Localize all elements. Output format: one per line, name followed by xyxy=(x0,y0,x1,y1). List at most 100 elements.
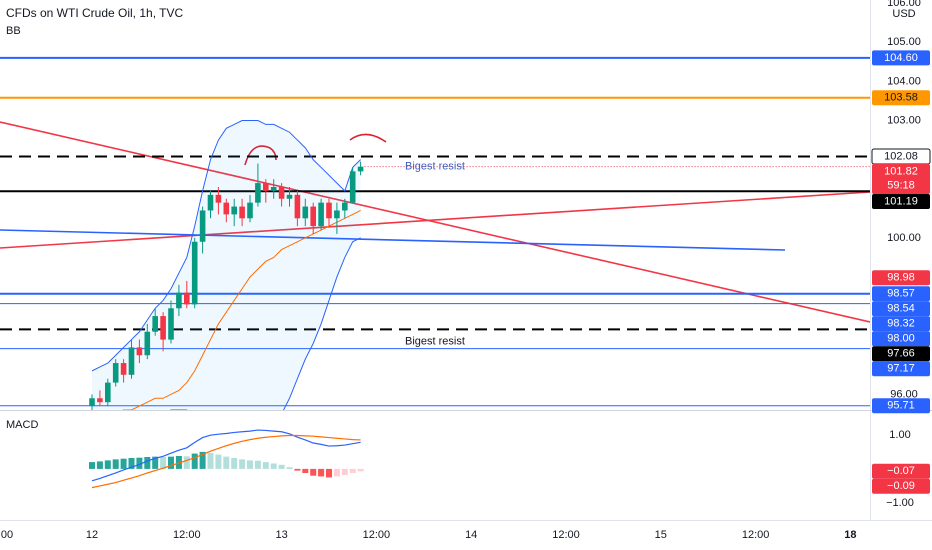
trend-line xyxy=(0,191,870,249)
candle-body xyxy=(128,347,135,375)
x-tick-label: 18 xyxy=(844,529,856,541)
candle-body xyxy=(334,210,340,219)
histogram-bar xyxy=(112,459,119,469)
price-tag xyxy=(872,301,930,317)
histogram-bar xyxy=(231,458,238,469)
x-tick-label: 12:00 xyxy=(363,529,391,541)
bb-middle xyxy=(122,210,361,410)
histogram-bar xyxy=(318,468,325,477)
candle-body xyxy=(199,210,206,242)
histogram-bar xyxy=(175,455,182,469)
candle-body xyxy=(152,316,158,332)
candle-body xyxy=(144,331,151,356)
histogram-bar xyxy=(341,468,348,476)
candle-body xyxy=(191,241,198,305)
candle-body xyxy=(357,166,364,172)
histogram-bar xyxy=(207,452,214,469)
annotation: Bigest resist xyxy=(405,335,465,347)
price-tag-label: 97.66 xyxy=(887,348,915,360)
countdown: 59:18 xyxy=(887,179,915,191)
histogram-bar xyxy=(152,456,159,469)
histogram-bar xyxy=(89,462,95,469)
chart-title: CFDs on WTI Crude Oil, 1h, TVC xyxy=(6,6,183,20)
price-tag xyxy=(872,163,930,194)
histogram-bar xyxy=(286,467,293,469)
price-tag xyxy=(872,90,930,106)
price-tag-label: 98.98 xyxy=(887,272,915,284)
candle-body xyxy=(207,194,214,211)
candle-body xyxy=(342,202,348,211)
candle-body xyxy=(270,187,277,191)
x-tick-label: 14 xyxy=(465,529,477,541)
candle-body xyxy=(105,382,111,403)
histogram-bar xyxy=(223,456,230,469)
x-tick-label: 15 xyxy=(655,529,667,541)
candle-body xyxy=(89,398,95,407)
candle-body xyxy=(112,363,119,383)
histogram-bar xyxy=(326,468,332,478)
candle-body xyxy=(160,316,166,340)
histogram-bar xyxy=(357,468,364,472)
candle-body xyxy=(184,292,190,305)
histogram-bar xyxy=(254,460,261,469)
candle-body xyxy=(255,183,261,203)
trend-line xyxy=(0,229,786,251)
candle-body xyxy=(247,202,253,219)
price-tag xyxy=(872,316,930,332)
price-tag xyxy=(872,361,930,377)
price-tag xyxy=(872,286,930,302)
y-tick-label: 104.00 xyxy=(887,75,921,87)
signal-line xyxy=(91,434,361,489)
macd-label: MACD xyxy=(6,419,38,431)
candle-body xyxy=(215,194,222,203)
macd-tag-label: −0.09 xyxy=(887,480,915,492)
price-tag-label: 97.17 xyxy=(887,363,915,375)
macd-tag xyxy=(872,478,930,494)
currency: USD xyxy=(892,8,915,20)
x-tick-label: 12:00 xyxy=(742,529,770,541)
histogram-bar xyxy=(168,456,174,469)
x-tick-label: 12:00 xyxy=(552,529,580,541)
macd-tag-label: −0.07 xyxy=(887,465,915,477)
macd-tag xyxy=(872,463,930,479)
y-tick-label: −1.00 xyxy=(886,497,914,509)
price-tag-label: 98.57 xyxy=(887,288,915,300)
candle-body xyxy=(263,183,269,191)
price-tag-label: 101.19 xyxy=(884,195,918,207)
candle-body xyxy=(176,292,182,309)
candle-body xyxy=(310,206,316,227)
indicator-label: BB xyxy=(6,25,21,37)
band-fill xyxy=(92,120,361,410)
price-tag xyxy=(872,50,930,66)
histogram-bar xyxy=(199,451,206,469)
histogram-bar xyxy=(104,460,111,469)
price-tag-label: 98.54 xyxy=(887,303,915,315)
candle-body xyxy=(231,206,237,215)
histogram-bar xyxy=(278,464,285,469)
histogram-bar xyxy=(349,468,356,473)
price-tag xyxy=(872,193,930,209)
histogram-bar xyxy=(136,457,143,469)
price-tag xyxy=(872,331,930,347)
histogram-bar xyxy=(183,456,190,469)
y-tick-label: 106.00 xyxy=(887,0,921,9)
candle-body xyxy=(318,202,324,227)
candle-body xyxy=(302,206,309,219)
price-tag xyxy=(872,270,930,286)
candle-body xyxy=(136,347,143,356)
histogram-bar xyxy=(96,461,103,469)
histogram-bar xyxy=(333,468,340,477)
x-tick-label: 12:00 xyxy=(173,529,201,541)
bb-lower xyxy=(169,237,361,410)
candle-body xyxy=(168,308,174,340)
x-tick-label: 00 xyxy=(1,529,13,541)
arc-drawing xyxy=(349,133,387,143)
histogram-bar xyxy=(270,463,277,469)
candle-body xyxy=(326,202,332,219)
x-tick-label: 12 xyxy=(86,529,98,541)
histogram-bar xyxy=(247,460,253,469)
histogram-bar xyxy=(191,453,198,469)
main-pane xyxy=(0,56,870,410)
histogram-bar xyxy=(310,468,317,476)
